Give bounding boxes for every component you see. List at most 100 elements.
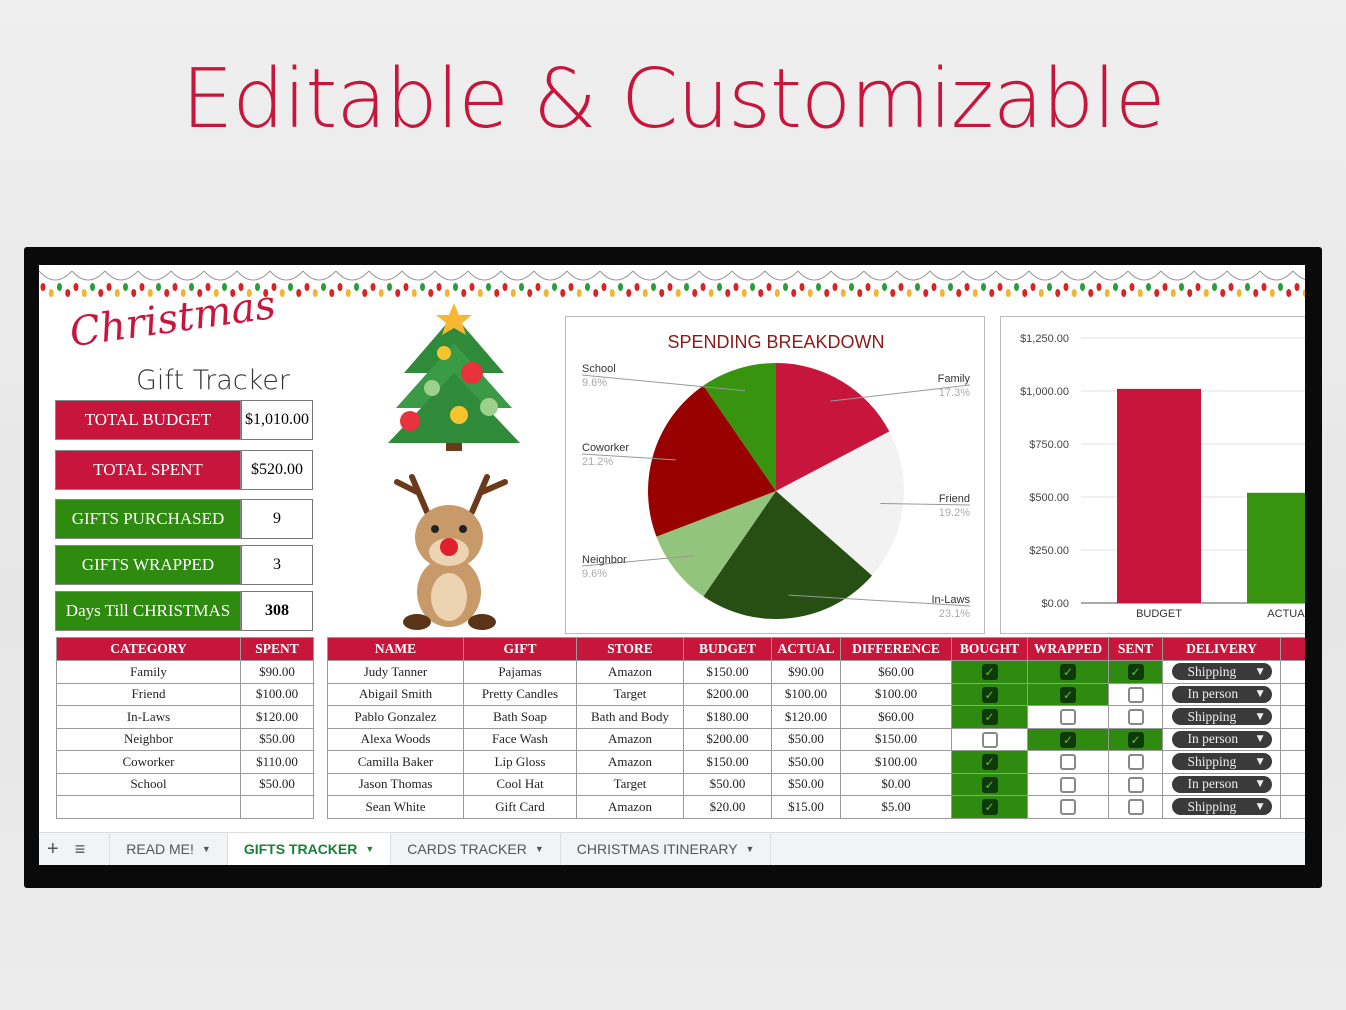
delivery-dropdown[interactable]: In person ▼ xyxy=(1171,730,1272,748)
wrapped-checkbox[interactable]: ✓ xyxy=(1060,731,1076,748)
light-bulb xyxy=(510,289,516,297)
wrapped-cell xyxy=(1027,705,1109,729)
light-bulb xyxy=(997,283,1003,291)
wrapped-checkbox[interactable] xyxy=(1060,799,1076,816)
light-bulb xyxy=(321,283,326,291)
actual-cell: $15.00 xyxy=(771,795,841,819)
wrapped-cell: ✓ xyxy=(1027,727,1109,751)
wrapped-checkbox[interactable] xyxy=(1060,754,1076,771)
tab-menu-arrow-icon[interactable]: ▼ xyxy=(745,844,755,854)
y-tick-label: $0.00 xyxy=(1041,598,1069,610)
light-bulb xyxy=(213,289,219,297)
slice-label: In-Laws xyxy=(931,594,970,606)
light-bulb xyxy=(750,283,755,291)
table-row: Neighbor $50.00 xyxy=(56,727,314,751)
spent-cell: $120.00 xyxy=(240,705,314,729)
slice-label: Family xyxy=(938,373,971,385)
light-bulb xyxy=(106,283,112,291)
stat-value: 9 xyxy=(241,499,313,539)
delivery-dropdown[interactable]: Shipping ▼ xyxy=(1171,663,1272,681)
bought-checkbox[interactable]: ✓ xyxy=(981,799,998,816)
all-sheets-menu-icon[interactable]: ≡ xyxy=(67,832,111,865)
wrapped-checkbox[interactable] xyxy=(1060,776,1076,793)
chart-title: SPENDING BREAKDOWN xyxy=(667,332,884,352)
add-sheet-icon[interactable]: + xyxy=(47,837,59,860)
wrapped-checkbox[interactable] xyxy=(1060,709,1076,726)
col-spent: SPENT xyxy=(240,637,314,661)
tab-gifts-tracker[interactable]: GIFTS TRACKER ▼ xyxy=(227,832,392,865)
bought-checkbox[interactable]: ✓ xyxy=(981,686,998,703)
wrapped-checkbox[interactable]: ✓ xyxy=(1060,664,1076,681)
delivery-dropdown[interactable]: In person ▼ xyxy=(1171,685,1272,703)
delivery-dropdown[interactable]: Shipping ▼ xyxy=(1171,798,1272,816)
sent-checkbox[interactable] xyxy=(1127,686,1144,703)
light-bulb xyxy=(436,283,442,291)
sent-checkbox[interactable]: ✓ xyxy=(1127,664,1144,681)
light-bulb xyxy=(609,289,615,297)
light-bulb xyxy=(98,289,104,297)
light-bulb xyxy=(1038,289,1044,297)
light-bulb xyxy=(832,283,838,291)
light-bulb xyxy=(1154,289,1160,297)
string-lights-decoration xyxy=(39,270,1305,297)
tab-label: READ ME! xyxy=(126,841,194,857)
delivery-dropdown[interactable]: Shipping ▼ xyxy=(1171,753,1272,771)
difference-cell: $150.00 xyxy=(840,727,952,751)
tab-read-me-[interactable]: READ ME! ▼ xyxy=(110,832,228,865)
light-bulb xyxy=(1129,283,1135,291)
light-bulb xyxy=(238,283,244,291)
light-bulb xyxy=(255,283,260,291)
sent-cell xyxy=(1108,750,1163,774)
light-bulb xyxy=(857,289,863,297)
sent-checkbox[interactable] xyxy=(1127,799,1144,816)
col-gift: GIFT xyxy=(463,637,577,661)
light-bulb xyxy=(1269,289,1275,297)
light-bulb xyxy=(1014,283,1019,291)
tab-cards-tracker[interactable]: CARDS TRACKER ▼ xyxy=(391,832,561,865)
sent-checkbox[interactable]: ✓ xyxy=(1127,731,1144,748)
tab-menu-arrow-icon[interactable]: ▼ xyxy=(365,844,375,854)
col-category: CATEGORY xyxy=(56,637,241,661)
light-bulb xyxy=(898,283,904,291)
light-bulb xyxy=(1146,283,1151,291)
wrapped-cell xyxy=(1027,772,1109,796)
bought-checkbox[interactable]: ✓ xyxy=(981,664,998,681)
light-bulb xyxy=(906,289,912,297)
store-cell: Amazon xyxy=(576,727,684,751)
tab-menu-arrow-icon[interactable]: ▼ xyxy=(534,844,544,854)
tab-menu-arrow-icon[interactable]: ▼ xyxy=(201,844,211,854)
delivery-dropdown[interactable]: In person ▼ xyxy=(1171,775,1272,793)
delivery-value: In person xyxy=(1187,686,1239,702)
table-row: Camilla Baker Lip Gloss Amazon $150.00 $50.0… xyxy=(327,750,1305,774)
light-bulb xyxy=(725,289,731,297)
tab-christmas-itinerary[interactable]: CHRISTMAS ITINERARY ▼ xyxy=(561,832,772,865)
light-bulb xyxy=(1121,289,1127,297)
bought-checkbox[interactable]: ✓ xyxy=(981,776,998,793)
slice-percent: 17.3% xyxy=(939,387,970,399)
spreadsheet-screen: Christmas Gift Tracker TOTAL BUDGET $1,01… xyxy=(39,265,1305,865)
bought-checkbox[interactable]: ✓ xyxy=(981,709,998,726)
light-bulb xyxy=(849,283,854,291)
leader-line xyxy=(581,374,745,392)
bought-cell: ✓ xyxy=(951,795,1028,819)
bought-checkbox[interactable]: ✓ xyxy=(981,754,998,771)
pie-slice-friend xyxy=(776,431,904,576)
pie-slice-family xyxy=(776,363,890,491)
spent-cell: $50.00 xyxy=(240,727,314,751)
light-bulb xyxy=(123,283,128,291)
delivery-dropdown[interactable]: Shipping ▼ xyxy=(1171,708,1272,726)
light-bulb xyxy=(494,289,500,297)
bought-checkbox[interactable] xyxy=(981,731,998,748)
christmas-tree-image xyxy=(388,303,520,451)
pie-slice-neighbor xyxy=(656,491,776,597)
delivery-cell: In person ▼ xyxy=(1162,727,1281,751)
category-cell: Family xyxy=(56,660,241,684)
budget-cell: $200.00 xyxy=(683,727,772,751)
sent-checkbox[interactable] xyxy=(1127,709,1144,726)
wrapped-checkbox[interactable]: ✓ xyxy=(1060,686,1076,703)
sent-checkbox[interactable] xyxy=(1127,754,1144,771)
sent-checkbox[interactable] xyxy=(1127,776,1144,793)
sheet-tabs-bar: + ≡ READ ME! ▼ GIFTS TRACKER ▼ CARDS TRACKER… xyxy=(39,832,1305,865)
table-row: Family $90.00 xyxy=(56,660,314,684)
y-tick-label: $500.00 xyxy=(1029,492,1069,504)
